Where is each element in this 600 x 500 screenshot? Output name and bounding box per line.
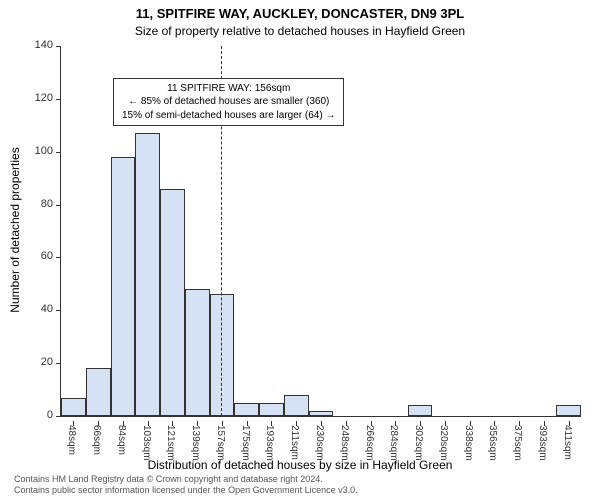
x-tick-label: 320sqm: [438, 425, 449, 461]
x-tick-label: 48sqm: [66, 425, 77, 455]
x-tick-label: 84sqm: [116, 425, 127, 455]
histogram-bar: [210, 294, 235, 416]
x-tick-label: 411sqm: [562, 425, 573, 460]
x-tick-label: 338sqm: [463, 425, 474, 461]
footer-line-1: Contains HM Land Registry data © Crown c…: [14, 474, 358, 485]
chart-title-sub: Size of property relative to detached ho…: [0, 24, 600, 38]
y-tick-label: 0: [47, 409, 53, 421]
x-tick-label: 139sqm: [190, 425, 201, 461]
x-tick-label: 230sqm: [314, 425, 325, 461]
histogram-bar: [185, 289, 210, 416]
histogram-bar: [234, 403, 259, 416]
x-tick-label: 393sqm: [537, 425, 548, 461]
histogram-bar: [556, 405, 581, 416]
histogram-bar: [135, 133, 160, 416]
chart-title-main: 11, SPITFIRE WAY, AUCKLEY, DONCASTER, DN…: [0, 6, 600, 21]
x-tick-label: 375sqm: [512, 425, 523, 461]
histogram-bar: [111, 157, 136, 416]
y-tick-label: 40: [41, 303, 53, 315]
y-tick-label: 20: [41, 356, 53, 368]
annotation-line: ← 85% of detached houses are smaller (36…: [122, 95, 335, 109]
y-tick-label: 100: [35, 145, 53, 157]
histogram-bar: [259, 403, 284, 416]
x-tick-label: 103sqm: [141, 425, 152, 461]
plot-area: 02040608010012014048sqm66sqm84sqm103sqm1…: [60, 46, 581, 417]
x-tick-label: 266sqm: [364, 425, 375, 461]
x-tick-label: 66sqm: [91, 425, 102, 455]
x-axis-label: Distribution of detached houses by size …: [0, 458, 600, 472]
y-tick-label: 80: [41, 198, 53, 210]
x-tick-label: 157sqm: [215, 425, 226, 461]
x-tick-label: 284sqm: [388, 425, 399, 461]
x-tick-label: 302sqm: [413, 425, 424, 461]
histogram-chart: 11, SPITFIRE WAY, AUCKLEY, DONCASTER, DN…: [0, 0, 600, 500]
histogram-bar: [160, 189, 185, 416]
histogram-bar: [309, 411, 334, 416]
annotation-line: 15% of semi-detached houses are larger (…: [122, 109, 335, 123]
y-tick-label: 140: [35, 39, 53, 51]
x-tick-label: 211sqm: [289, 425, 300, 460]
histogram-bar: [86, 368, 111, 416]
annotation-box: 11 SPITFIRE WAY: 156sqm← 85% of detached…: [113, 78, 344, 127]
histogram-bar: [284, 395, 309, 416]
chart-footer: Contains HM Land Registry data © Crown c…: [14, 474, 358, 497]
histogram-bar: [408, 405, 433, 416]
y-axis-label: Number of detached properties: [8, 147, 22, 312]
y-tick-label: 60: [41, 250, 53, 262]
x-tick-label: 356sqm: [487, 425, 498, 461]
y-tick-label: 120: [35, 92, 53, 104]
x-tick-label: 193sqm: [264, 425, 275, 461]
histogram-bar: [61, 398, 86, 417]
footer-line-2: Contains public sector information licen…: [14, 485, 358, 496]
x-tick-label: 248sqm: [339, 425, 350, 461]
x-tick-label: 175sqm: [240, 425, 251, 461]
annotation-line: 11 SPITFIRE WAY: 156sqm: [122, 82, 335, 96]
x-tick-label: 121sqm: [165, 425, 176, 461]
